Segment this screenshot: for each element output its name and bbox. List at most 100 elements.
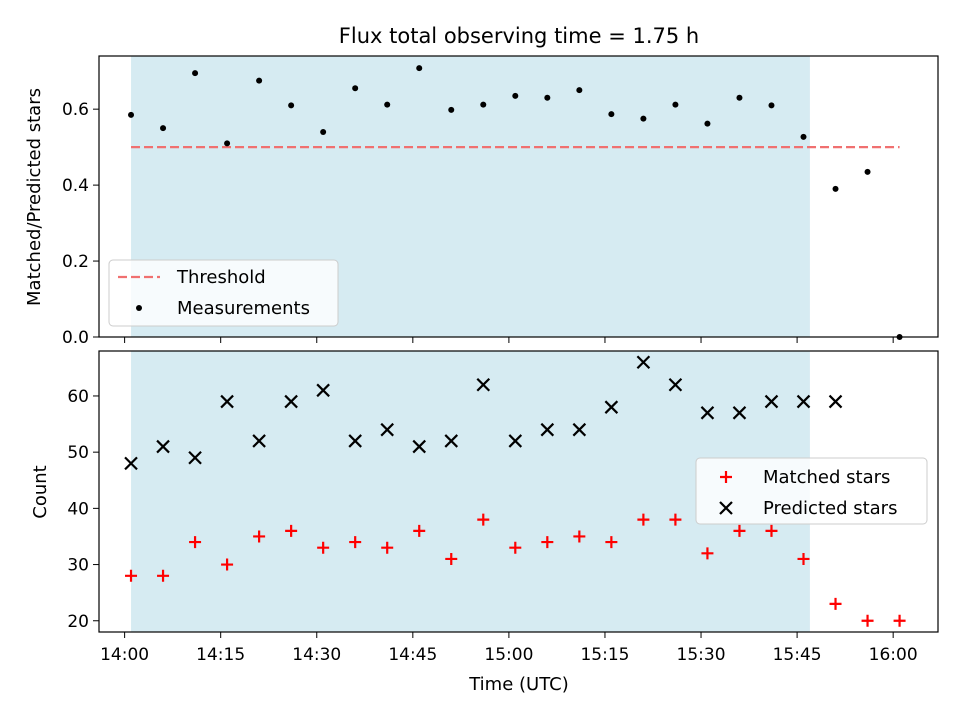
matched-stars-point xyxy=(349,536,362,549)
y-tick-label: 0.2 xyxy=(62,252,89,272)
predicted-stars-point xyxy=(604,400,619,414)
measurement-point xyxy=(352,85,359,92)
matched-stars-point xyxy=(509,541,522,554)
legend-label: Matched stars xyxy=(763,467,890,488)
predicted-stars-point xyxy=(828,394,843,409)
matched-stars-point xyxy=(317,541,330,554)
y-tick-label: 50 xyxy=(67,443,89,463)
y-tick-label: 40 xyxy=(67,499,89,519)
bottom-legend: Matched stars Predicted stars xyxy=(695,457,928,525)
bottom-plot-frame xyxy=(98,350,939,633)
bottom-y-axis-label: Count xyxy=(30,465,51,518)
predicted-stars-point xyxy=(220,394,234,409)
measurement-point xyxy=(576,87,583,94)
matched-stars-point xyxy=(125,569,138,582)
predicted-stars-point xyxy=(380,422,394,437)
top-plot-frame xyxy=(98,55,939,338)
measurement-point xyxy=(544,94,551,101)
measurement-point xyxy=(672,101,679,108)
measurement-point xyxy=(704,120,711,127)
bottom-panel: 20 30 40 50 60 14:00 14:15 14:30 14:45 15:00 15:15… xyxy=(67,350,939,665)
predicted-stars-point xyxy=(348,434,362,448)
matched-stars-point xyxy=(285,524,298,537)
y-tick-label: 0.6 xyxy=(62,100,89,120)
predicted-stars-point xyxy=(668,377,683,392)
y-tick-label: 0.4 xyxy=(62,176,89,196)
measurement-point xyxy=(608,111,615,118)
measurement-point xyxy=(256,77,263,84)
y-tick-label: 20 xyxy=(67,612,89,632)
predicted-stars-point xyxy=(284,394,298,409)
matched-stars-point xyxy=(189,536,202,549)
x-tick-label: 15:00 xyxy=(484,645,533,665)
matched-stars-point xyxy=(541,536,554,549)
measurement-point xyxy=(640,115,647,122)
measurement-point xyxy=(416,65,423,72)
matched-stars-point xyxy=(669,513,682,526)
matched-stars-point xyxy=(861,614,874,627)
matched-stars-point xyxy=(701,547,714,560)
matched-stars-point xyxy=(893,614,906,627)
x-tick-label: 15:15 xyxy=(580,645,629,665)
legend-box xyxy=(108,259,339,327)
matched-stars-point xyxy=(445,552,458,565)
predicted-stars-point xyxy=(700,406,715,420)
predicted-stars-point xyxy=(572,422,587,437)
predicted-stars-point xyxy=(476,377,491,392)
matched-stars-point xyxy=(637,513,650,526)
matched-stars-point xyxy=(253,530,266,543)
matched-stars-point xyxy=(381,541,394,554)
measurement-point xyxy=(512,92,519,99)
x-tick-label: 15:45 xyxy=(773,645,822,665)
predicted-stars-point xyxy=(124,456,138,471)
predicted-stars-point xyxy=(636,355,651,370)
top-panel: 0.0 0.2 0.4 0.6 Threshold Measurements xyxy=(62,55,939,348)
legend-matched-swatch xyxy=(720,471,732,483)
matched-stars-point xyxy=(797,552,810,565)
legend-predicted-swatch xyxy=(719,501,733,515)
predicted-stars-point xyxy=(796,394,811,409)
x-tick-label: 16:00 xyxy=(869,645,918,665)
predicted-stars-point xyxy=(156,439,170,454)
measurement-point xyxy=(128,111,135,118)
measurement-point xyxy=(160,125,167,132)
measurement-point xyxy=(480,101,487,108)
matched-stars-point xyxy=(477,513,490,526)
x-tick-label: 15:30 xyxy=(677,645,726,665)
x-tick-label: 14:45 xyxy=(388,645,437,665)
matched-stars-point xyxy=(605,536,618,549)
legend-box xyxy=(695,457,928,525)
measurement-point xyxy=(800,133,807,140)
matched-stars-point xyxy=(765,524,778,537)
top-y-axis-label: Matched/Predicted stars xyxy=(24,88,45,306)
measurement-point xyxy=(448,106,455,113)
x-axis-label: Time (UTC) xyxy=(468,674,569,695)
matched-stars-point xyxy=(733,524,746,537)
measurement-point xyxy=(320,128,327,135)
top-legend: Threshold Measurements xyxy=(108,259,339,327)
measurement-point xyxy=(736,94,743,101)
predicted-stars-point xyxy=(316,383,330,398)
predicted-stars-point xyxy=(540,422,555,437)
x-tick-label: 14:15 xyxy=(196,645,245,665)
legend-label: Measurements xyxy=(177,298,310,319)
measurement-point xyxy=(384,101,391,108)
y-tick-label: 60 xyxy=(67,387,89,407)
x-tick-label: 14:30 xyxy=(292,645,341,665)
measurement-point xyxy=(288,102,295,109)
legend-label: Predicted stars xyxy=(763,498,897,519)
matched-stars-point xyxy=(573,530,586,543)
measurement-point xyxy=(224,140,231,147)
measurement-point xyxy=(864,168,871,175)
matched-stars-point xyxy=(221,558,234,571)
predicted-stars-point xyxy=(732,406,747,420)
predicted-stars-point xyxy=(188,451,202,465)
legend-label: Threshold xyxy=(176,267,266,288)
predicted-stars-point xyxy=(412,439,427,454)
predicted-stars-point xyxy=(764,394,779,409)
x-tick-label: 14:00 xyxy=(100,645,149,665)
predicted-stars-point xyxy=(444,434,459,448)
measurement-point xyxy=(192,70,199,77)
y-tick-label: 0.0 xyxy=(62,328,89,348)
